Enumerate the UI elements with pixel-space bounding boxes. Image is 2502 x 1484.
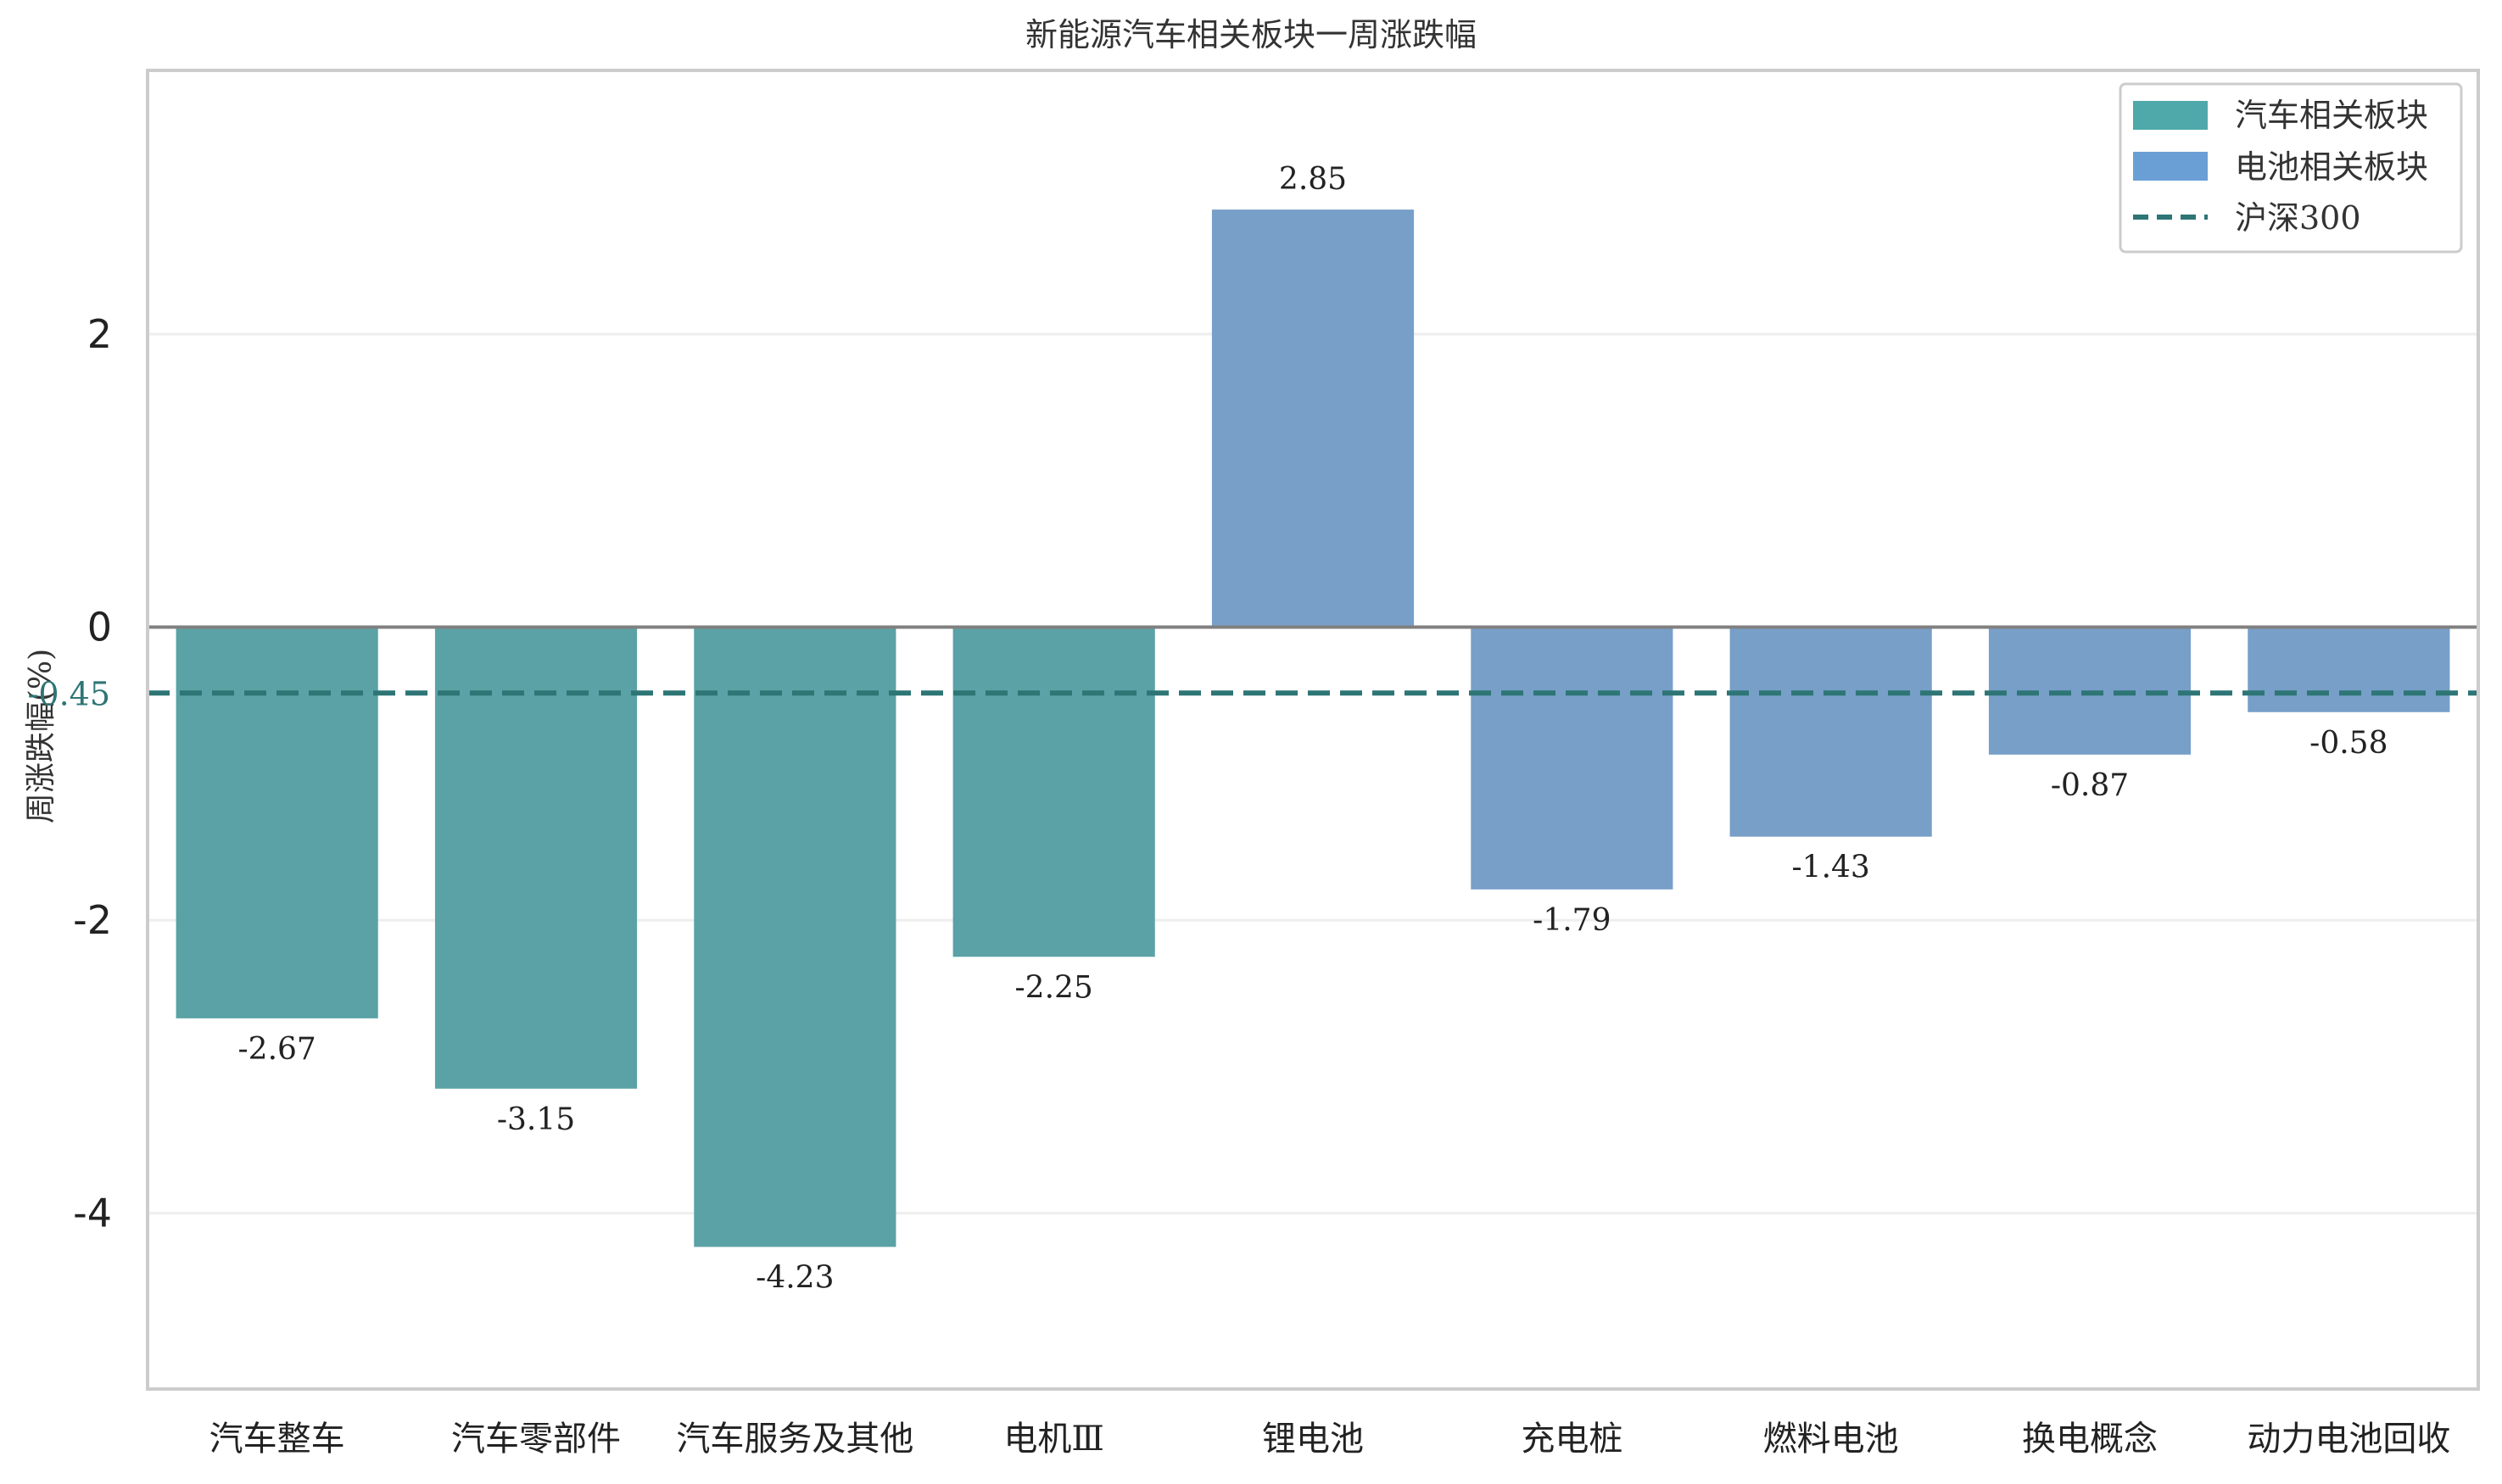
legend-swatch-auto bbox=[2133, 101, 2208, 130]
x-tick-label: 动力电池回收 bbox=[2247, 1420, 2450, 1459]
y-axis-ticks: 2 0 -2 -4 bbox=[73, 311, 112, 1236]
x-tick-label: 汽车整车 bbox=[209, 1420, 345, 1459]
bar bbox=[1471, 627, 1673, 890]
y-tick-label: 0 bbox=[87, 605, 112, 650]
bar-value-label: 2.85 bbox=[1279, 162, 1347, 197]
x-tick-label: 汽车零部件 bbox=[451, 1420, 621, 1459]
x-tick-label: 充电桩 bbox=[1521, 1420, 1622, 1459]
bar-value-label: -0.87 bbox=[2051, 768, 2129, 803]
reference-line-label: -0.45 bbox=[28, 675, 110, 712]
bar bbox=[694, 627, 896, 1247]
bar-value-label: -3.15 bbox=[497, 1102, 575, 1137]
bar bbox=[1729, 627, 1932, 837]
bar-value-label: -1.79 bbox=[1533, 903, 1611, 938]
y-tick-label: 2 bbox=[87, 311, 112, 357]
value-labels: -2.67 -3.15 -4.23 -2.25 2.85 -1.79 -1.43 -0.87 -… bbox=[238, 162, 2388, 1295]
bar-value-label: -1.43 bbox=[1792, 851, 1870, 885]
bar bbox=[434, 627, 638, 1089]
y-axis-label: 周涨跌幅(%) bbox=[24, 649, 59, 823]
bar-value-label: -2.67 bbox=[238, 1032, 316, 1067]
x-axis-ticks: 汽车整车 汽车零部件 汽车服务及其他 电机Ⅲ 锂电池 充电桩 燃料电池 换电概念 动力电池回收 bbox=[209, 1420, 2451, 1459]
x-tick-label: 换电概念 bbox=[2022, 1420, 2158, 1459]
x-tick-label: 锂电池 bbox=[1262, 1420, 1364, 1459]
legend-label-auto: 汽车相关板块 bbox=[2235, 97, 2428, 134]
bar bbox=[176, 627, 378, 1018]
x-tick-label: 汽车服务及其他 bbox=[676, 1420, 913, 1459]
bar bbox=[2248, 627, 2450, 712]
x-tick-label: 电机Ⅲ bbox=[1003, 1420, 1104, 1459]
chart-title: 新能源汽车相关板块一周涨跌幅 bbox=[1025, 16, 1477, 53]
bar bbox=[952, 627, 1155, 957]
bar-value-label: -2.25 bbox=[1015, 970, 1093, 1005]
legend-label-reference: 沪深300 bbox=[2235, 199, 2361, 237]
legend-label-battery: 电池相关板块 bbox=[2235, 148, 2428, 186]
bar bbox=[1211, 209, 1415, 628]
bar-value-label: -0.58 bbox=[2309, 726, 2388, 761]
y-tick-label: -2 bbox=[73, 897, 112, 943]
legend-swatch-battery bbox=[2133, 152, 2208, 181]
plot-frame bbox=[146, 69, 2480, 1391]
bar-value-label: -4.23 bbox=[756, 1260, 834, 1295]
y-tick-label: -4 bbox=[73, 1191, 112, 1236]
x-tick-label: 燃料电池 bbox=[1763, 1420, 1899, 1459]
legend: 汽车相关板块 电池相关板块 沪深300 bbox=[2119, 82, 2463, 254]
reference-line-group: -0.45 bbox=[28, 675, 2478, 712]
